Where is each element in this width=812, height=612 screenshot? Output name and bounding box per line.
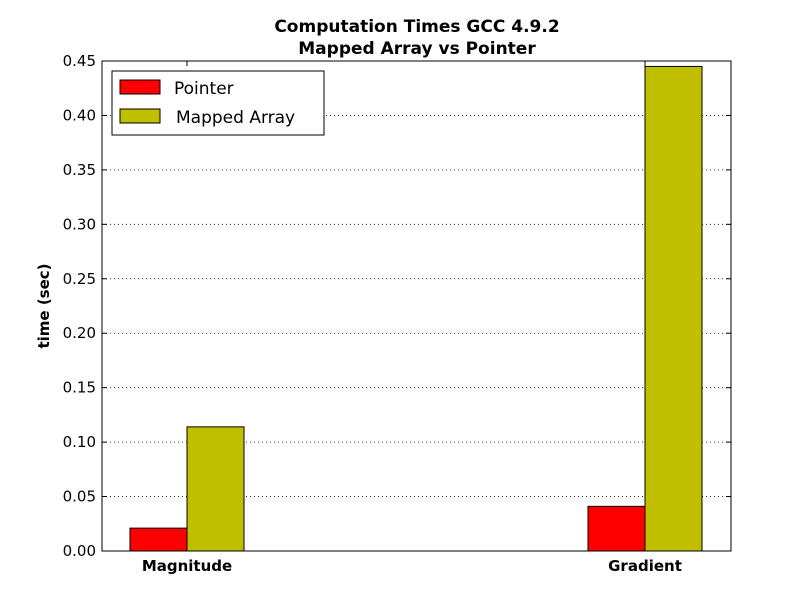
y-tick-label: 0.45 (63, 52, 96, 70)
legend-label-pointer: Pointer (174, 79, 234, 99)
bar-mapped-array-magnitude (186, 426, 245, 552)
y-tick-label: 0.10 (63, 433, 96, 451)
y-axis-label: time (sec) (35, 263, 53, 348)
y-tick-label: 0.20 (63, 324, 96, 342)
legend-swatch-pointer (119, 79, 161, 95)
axis-ticks: 0.00 0.05 0.10 0.15 0.20 0.25 0.30 0.35 0.40 0.45… (63, 52, 731, 575)
y-tick-label: 0.40 (63, 106, 96, 124)
legend-swatch-mapped-array (119, 108, 161, 124)
bar-pointer-gradient (587, 505, 646, 552)
bar-mapped-array-gradient (644, 65, 703, 552)
y-tick-label: 0.25 (63, 270, 96, 288)
x-tick-label: Magnitude (142, 557, 232, 575)
y-tick-label: 0.00 (63, 542, 96, 560)
y-tick-label: 0.05 (63, 488, 96, 506)
y-tick-label: 0.15 (63, 379, 96, 397)
bars (129, 65, 703, 552)
y-tick-label: 0.30 (63, 215, 96, 233)
legend: Pointer Mapped Array (111, 70, 325, 136)
plot-area-frame (101, 60, 732, 552)
x-tick-label: Gradient (608, 557, 682, 575)
legend-label-mapped-array: Mapped Array (176, 108, 295, 128)
chart-title: Computation Times GCC 4.9.2 (274, 17, 559, 37)
bar-pointer-magnitude (129, 527, 188, 552)
chart-subtitle: Mapped Array vs Pointer (298, 39, 536, 59)
y-tick-label: 0.35 (63, 161, 96, 179)
